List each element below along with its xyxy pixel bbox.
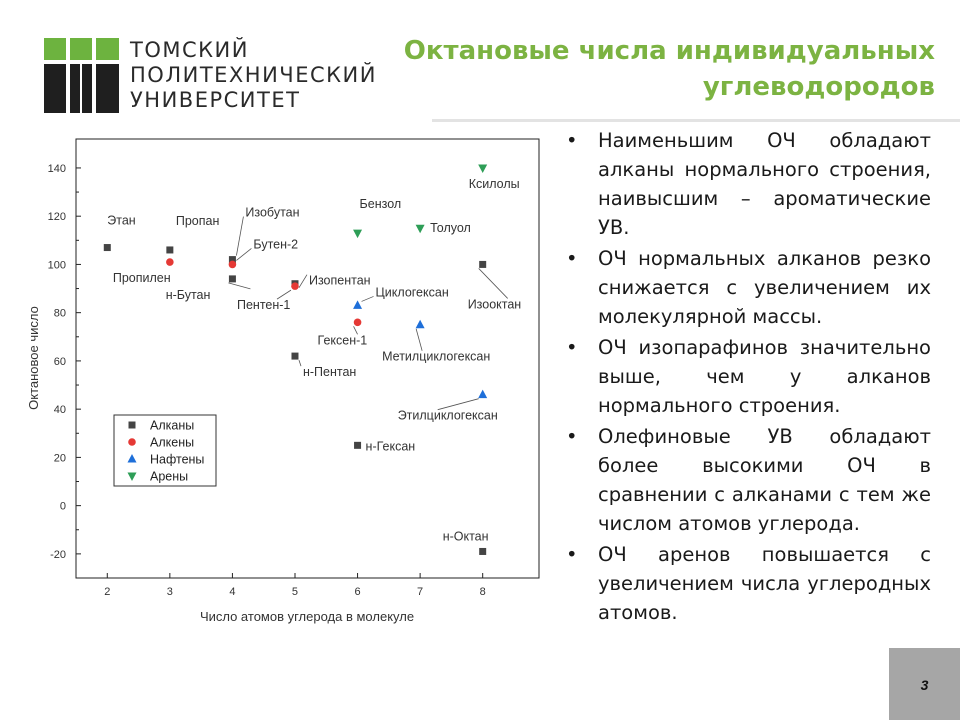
- label-leader-line: [361, 296, 374, 302]
- label-leader-line: [415, 328, 423, 351]
- page-number-box: 3: [889, 648, 960, 720]
- x-tick-label-7: 7: [417, 586, 423, 598]
- point-label: Пентен-1: [237, 298, 290, 312]
- point-label: Пропан: [176, 214, 220, 228]
- university-name-line-1: ТОМСКИЙ: [130, 38, 249, 62]
- university-name-line-3: УНИВЕРСИТЕТ: [130, 88, 301, 112]
- legend-label: Арены: [150, 470, 188, 484]
- data-point-triangle-down: [478, 164, 488, 173]
- label-leader-line: [228, 282, 251, 290]
- octane-scatter-chart: 2 3 4 5 6 7 8 -20 0 20 40 60 80 100 120 140 Число атомо…: [26, 138, 540, 624]
- x-tick-label-4: 4: [229, 586, 235, 598]
- bullet-list: Наименьшим ОЧ обладают алканы нормальног…: [563, 126, 931, 629]
- y-tick-label-100: 100: [48, 259, 66, 271]
- data-point-square: [103, 244, 111, 252]
- label-leader-line: [276, 289, 292, 300]
- y-tick-label-20: 20: [54, 452, 66, 464]
- legend-marker-triangle-up: [127, 454, 137, 463]
- legend-marker-square: [128, 421, 136, 429]
- plot-frame: [75, 138, 540, 579]
- data-point-square: [479, 547, 487, 555]
- x-tick-label-2: 2: [104, 586, 110, 598]
- legend-marker-triangle-down: [127, 472, 137, 481]
- data-point-square: [166, 246, 174, 254]
- point-label: Этилциклогексан: [398, 409, 498, 423]
- data-point-circle: [228, 260, 237, 269]
- y-tick-label-120: 120: [48, 211, 66, 223]
- data-point-square: [228, 256, 236, 264]
- point-label: Изооктан: [468, 297, 522, 311]
- data-point-circle: [353, 318, 362, 327]
- page-number: 3: [920, 677, 929, 693]
- legend-label: Алканы: [150, 419, 194, 433]
- chart-legend: Алканы Алкены Нафтены Арены: [113, 414, 217, 487]
- label-leader-line: [298, 274, 308, 288]
- bullet-item-1: Наименьшим ОЧ обладают алканы нормальног…: [563, 126, 931, 242]
- legend-label: Алкены: [150, 436, 194, 450]
- x-tick-label-3: 3: [167, 586, 173, 598]
- data-point-triangle-down: [353, 229, 363, 239]
- point-label: Метилциклогексан: [382, 350, 490, 364]
- university-name-line-2: ПОЛИТЕХНИЧЕСКИЙ: [130, 63, 377, 87]
- data-point-square: [228, 275, 236, 283]
- point-label: Гексен-1: [318, 333, 368, 347]
- y-tick-label-80: 80: [54, 308, 66, 320]
- y-axis-label: Октановое число: [26, 306, 41, 410]
- label-leader-line: [236, 216, 244, 256]
- slide-title-line-2: углеводородов: [702, 72, 935, 102]
- data-point-circle: [166, 258, 174, 266]
- label-leader-line: [353, 326, 358, 335]
- label-leader-line: [298, 359, 302, 367]
- data-point-square: [354, 441, 362, 449]
- point-label: Бензол: [360, 197, 402, 211]
- y-tick-label-140: 140: [48, 163, 66, 175]
- bullet-item-2: ОЧ нормальных алканов резко снижается с …: [563, 244, 931, 331]
- data-point-triangle-down: [415, 224, 425, 234]
- data-point-square: [479, 260, 487, 268]
- legend-marker-circle: [128, 438, 136, 446]
- point-label: Циклогексан: [376, 285, 449, 299]
- x-tick-label-6: 6: [354, 586, 360, 598]
- data-point-triangle-up: [353, 300, 363, 309]
- y-tick-label-60: 60: [54, 356, 66, 368]
- y-tick-label-0: 0: [60, 501, 66, 513]
- point-label: Изобутан: [245, 206, 299, 220]
- label-leader-line: [236, 248, 252, 261]
- y-tick-label-40: 40: [54, 404, 66, 416]
- point-label: Пропилен: [113, 271, 171, 285]
- slide-title: Октановые числа индивидуальных углеводор…: [380, 33, 935, 105]
- x-tick-label-8: 8: [480, 586, 486, 598]
- x-tick-label-5: 5: [292, 586, 298, 598]
- point-label: н-Пентан: [303, 365, 356, 379]
- bullet-item-3: ОЧ изопарафинов значительно выше, чем у …: [563, 333, 931, 420]
- y-tick-label--20: -20: [50, 549, 66, 561]
- label-leader-line: [437, 398, 479, 411]
- point-label: н-Бутан: [166, 288, 211, 302]
- legend-label: Нафтены: [150, 453, 204, 467]
- point-label: н-Гексан: [366, 439, 416, 453]
- point-label: Этан: [107, 214, 136, 228]
- title-divider: [432, 119, 960, 122]
- x-axis-label: Число атомов углерода в молекуле: [200, 609, 414, 624]
- label-leader-line: [478, 268, 508, 299]
- university-logo: [44, 38, 119, 113]
- point-label: Бутен-2: [253, 237, 298, 251]
- point-label: Ксилолы: [469, 177, 520, 191]
- bullet-item-4: Олефиновые УВ обладают более высокими ОЧ…: [563, 422, 931, 538]
- point-label: Толуол: [430, 221, 471, 235]
- point-label: н-Октан: [443, 529, 489, 543]
- university-name: ТОМСКИЙ ПОЛИТЕХНИЧЕСКИЙ УНИВЕРСИТЕТ: [130, 38, 377, 113]
- data-point-square: [291, 352, 299, 360]
- data-point-triangle-up: [415, 319, 425, 329]
- bullet-item-5: ОЧ аренов повышается с увеличением числа…: [563, 540, 931, 627]
- data-point-triangle-up: [478, 389, 488, 399]
- data-point-circle: [291, 282, 299, 290]
- point-label: Изопентан: [309, 274, 371, 288]
- slide-title-line-1: Октановые числа индивидуальных: [403, 36, 935, 66]
